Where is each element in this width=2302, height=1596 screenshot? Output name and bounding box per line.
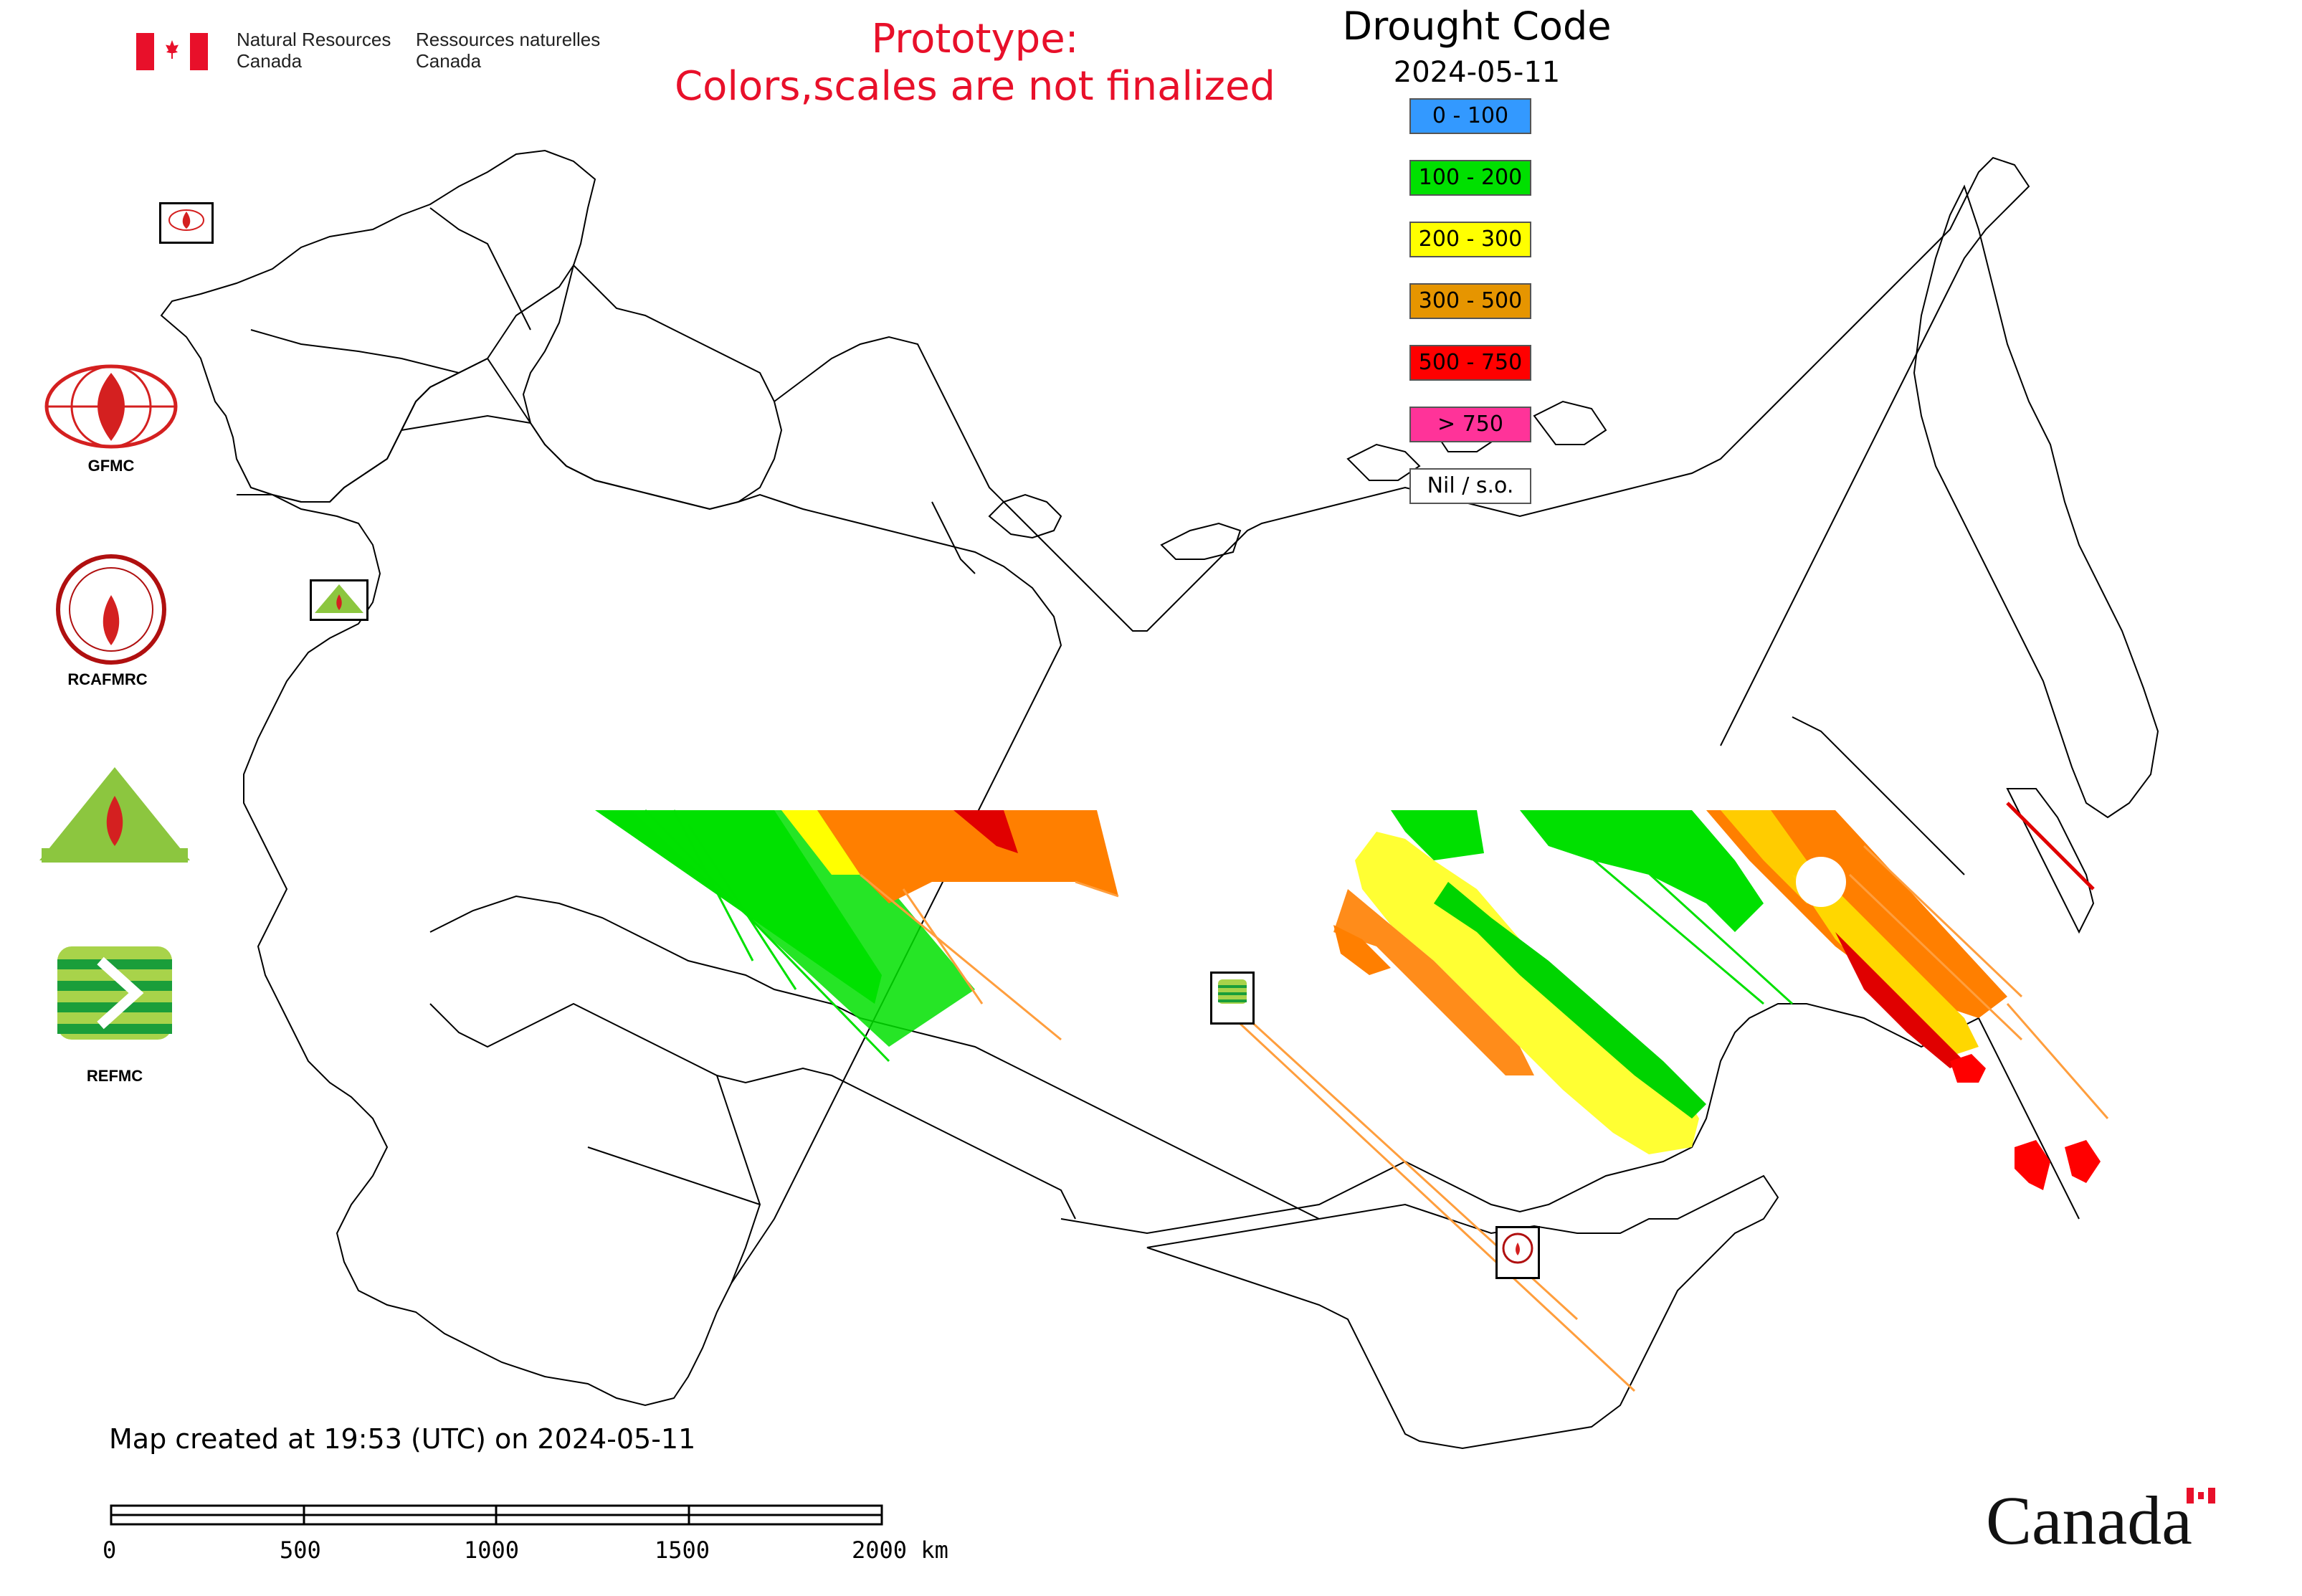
dc-green-center [1391, 810, 1484, 860]
logo-rcafmrc-label: RCAFMRC [67, 670, 148, 688]
refmc-logo-icon [57, 946, 172, 1040]
legend-title: Drought Code [1342, 4, 1612, 49]
logo-gfmc: GFMC [39, 362, 183, 477]
country-boundaries [160, 149, 2159, 1450]
dc-green-ne [1520, 810, 1764, 932]
rcafmrc-logo-icon [56, 554, 166, 665]
marker-gfmc-icon [168, 209, 204, 231]
drought-overlay [595, 802, 2109, 1392]
dc-yellow-east [1355, 832, 1699, 1154]
marker-rcafmrc[interactable] [1495, 1226, 1540, 1279]
scale-label-500: 500 [280, 1536, 321, 1564]
legend-item: > 750 [1409, 407, 1531, 442]
dc-red-coast [1950, 1054, 1986, 1083]
marker-refmc[interactable] [1210, 972, 1255, 1025]
agency-name-en-2: Canada [237, 50, 303, 72]
canada-flag-icon [136, 33, 208, 70]
gfmc-logo-icon [44, 364, 178, 449]
dc-orange-east [1333, 889, 1534, 1075]
dc-yellow-west [781, 810, 860, 875]
scale-label-2000: 2000 km [852, 1536, 948, 1564]
agency-name-en-1: Natural Resources [237, 29, 391, 50]
scale-bar-graphic [110, 1504, 883, 1526]
prototype-line2: Colors,scales are not finalized [675, 63, 1275, 110]
logo-rcafmrc: RCAFMRC [50, 552, 179, 695]
legend-item: 200 - 300 [1409, 222, 1531, 257]
created-note: Map created at 19:53 (UTC) on 2024-05-11 [109, 1423, 696, 1455]
agency-name-fr-1: Ressources naturelles [416, 29, 601, 50]
dc-red-fe [1835, 932, 1964, 1068]
marker-reefmc-icon [315, 584, 363, 613]
legend-item: Nil / s.o. [1409, 468, 1531, 504]
canada-wordmark-text: Canada [1986, 1482, 2192, 1559]
logo-refmc: REFMC [57, 946, 186, 1090]
wordmark-flag-icon [2187, 1488, 2215, 1504]
marker-reefmc[interactable] [310, 579, 368, 621]
marker-refmc-icon [1218, 979, 1247, 1004]
dc-green-east [1434, 882, 1706, 1118]
scale-label-0: 0 [103, 1536, 117, 1564]
marker-rcafmrc-icon [1502, 1232, 1533, 1264]
prototype-note: Prototype: Colors,scales are not finaliz… [645, 16, 1305, 110]
prototype-line1: Prototype: [871, 16, 1079, 62]
scale-label-1000: 1000 [464, 1536, 520, 1564]
dc-orange-west [817, 810, 1118, 903]
legend-item: 100 - 200 [1409, 160, 1531, 196]
logo-gfmc-label: GFMC [87, 457, 135, 475]
canada-wordmark: Canada [1986, 1481, 2230, 1567]
marker-gfmc[interactable] [159, 202, 214, 244]
reefmc-logo-icon [39, 767, 190, 863]
scale-label-1500: 1500 [655, 1536, 710, 1564]
logo-reefmc [36, 764, 194, 878]
legend-item: 0 - 100 [1409, 98, 1531, 134]
legend-date: 2024-05-11 [1393, 56, 1561, 89]
logo-refmc-label: REFMC [86, 1067, 143, 1085]
nrcan-signature: Natural Resources Canada Ressources natu… [136, 29, 609, 79]
agency-name-fr-2: Canada [416, 50, 482, 72]
legend-item: 500 - 750 [1409, 345, 1531, 381]
legend-item: 300 - 500 [1409, 283, 1531, 319]
dc-red-west [953, 810, 1018, 853]
